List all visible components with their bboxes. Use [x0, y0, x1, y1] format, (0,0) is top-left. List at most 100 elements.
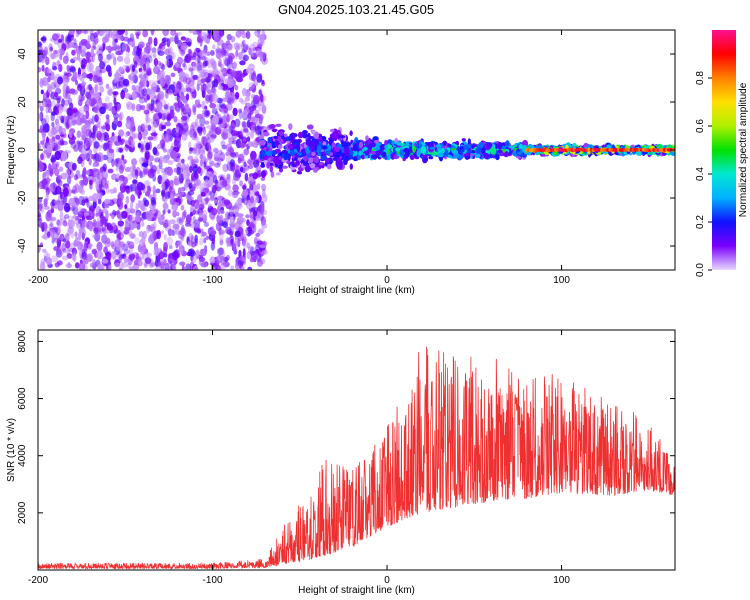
spectrogram-cell — [163, 233, 167, 241]
spectrogram-cell — [125, 220, 129, 230]
spectrogram-cell — [141, 221, 145, 227]
spectrogram-cell — [62, 220, 68, 227]
spectrogram-cell — [231, 190, 239, 199]
spectrogram-cell — [92, 233, 99, 239]
spectrogram-cell — [38, 203, 43, 212]
spectrogram-cell — [221, 144, 228, 150]
spectrogram-cell — [156, 229, 162, 240]
colorbar-tick-label: 0.2 — [695, 215, 706, 229]
spectrogram-cell — [212, 44, 216, 50]
spectrogram-cell — [229, 122, 236, 130]
spectrogram-cell — [58, 166, 64, 172]
spectrogram-cell — [128, 73, 135, 81]
spectrogram-cell — [219, 123, 226, 128]
spectrogram-cell — [41, 185, 46, 190]
spectrogram-cell — [140, 217, 144, 222]
spectrogram-cell — [209, 180, 214, 189]
spectrogram-layer — [38, 30, 675, 270]
spectrogram-cell — [84, 120, 92, 130]
spectrogram-cell — [176, 126, 184, 131]
spectrogram-cell — [211, 60, 216, 70]
spectrogram-cell — [196, 113, 204, 120]
spectrogram-cell — [55, 122, 61, 132]
spectrogram-cell — [218, 69, 225, 76]
spectrogram-cell — [180, 231, 185, 242]
spectrogram-cell — [161, 37, 167, 44]
spectrogram-cell — [124, 218, 131, 224]
spectrogram-cell — [80, 189, 85, 195]
spectrogram-cell — [88, 84, 92, 91]
spectrogram-cell — [189, 205, 193, 212]
spectrogram-cell — [241, 236, 247, 243]
spectrogram-cell — [256, 73, 263, 83]
spectrogram-cell — [160, 99, 167, 109]
spectrogram-cell — [145, 115, 149, 124]
spectrogram-cell — [163, 133, 171, 143]
spectrogram-cell — [247, 113, 252, 123]
spectrogram-cell — [136, 47, 142, 57]
colorbar-tick-label: 0.0 — [695, 263, 706, 277]
spectrogram-cell — [211, 108, 218, 115]
spectrogram-cell — [38, 211, 41, 218]
spectrogram-cell — [66, 64, 70, 71]
spectrogram-cell — [230, 159, 235, 167]
spectrogram-cell — [80, 39, 88, 44]
spectrogram-cell — [105, 210, 109, 220]
spectrogram-cell — [191, 158, 197, 167]
spectrogram-cell — [199, 154, 204, 160]
spectrogram-cell — [117, 213, 123, 221]
spectrogram-cell — [138, 191, 142, 196]
spectrogram-cell — [181, 186, 186, 192]
spectrogram-cell — [152, 147, 158, 155]
spectrogram-cell — [295, 160, 301, 166]
spectrogram-cell — [203, 109, 211, 118]
spectrogram-cell — [39, 242, 44, 248]
spectrogram-cell — [165, 58, 170, 68]
spectrogram-cell — [195, 65, 201, 72]
spectrogram-cell — [242, 135, 247, 143]
spectrogram-cell — [90, 48, 95, 56]
spectrogram-cell — [253, 159, 260, 169]
spectrogram-cell — [204, 60, 209, 67]
spectrogram-cell — [113, 56, 117, 66]
spectrogram-cell — [86, 143, 90, 149]
spectrogram-cell — [345, 146, 349, 153]
spectrogram-cell — [416, 149, 421, 156]
spectrogram-cell — [395, 141, 402, 146]
spectrogram-cell — [242, 189, 249, 198]
spectrogram-cell — [121, 139, 128, 145]
spectrogram-cell — [215, 186, 222, 192]
spectrogram-cell — [210, 134, 217, 139]
spectrogram-cell — [187, 190, 195, 196]
spectrogram-cell — [92, 74, 99, 83]
spectrogram-cell — [56, 227, 61, 233]
spectrogram-cell — [297, 152, 302, 156]
spectrogram-cell — [166, 102, 170, 112]
spectrogram-cell — [49, 221, 54, 227]
spectrogram-cell — [109, 188, 116, 194]
spectrogram-cell — [153, 37, 158, 47]
spectrogram-cell — [257, 204, 262, 213]
spectrogram-cell — [226, 173, 231, 180]
spectrogram-cell — [290, 132, 296, 140]
spectrogram-cell — [188, 67, 194, 72]
spectrogram-cell — [146, 94, 151, 101]
spectrogram-cell — [278, 131, 285, 136]
spectrogram-cell — [87, 93, 92, 100]
spectrogram-cell — [80, 94, 85, 102]
spectrogram-cell — [77, 156, 83, 165]
spectrogram-cell — [198, 256, 206, 263]
spectrogram-cell — [311, 130, 316, 135]
page-title: GN04.2025.103.21.45.G05 — [277, 2, 435, 17]
spectrogram-cell — [74, 262, 80, 269]
spectrogram-cell — [49, 187, 54, 194]
spectrogram-cell — [135, 252, 140, 260]
spectrogram-cell — [170, 231, 174, 236]
spectrogram-cell — [108, 30, 113, 38]
spectrogram-cell — [111, 250, 117, 260]
spectrogram-cell — [204, 178, 210, 188]
spectrogram-cell — [271, 141, 275, 146]
spectrogram-cell — [204, 142, 210, 152]
spectrogram-cell — [218, 85, 224, 90]
spectrogram-cell — [109, 53, 115, 59]
